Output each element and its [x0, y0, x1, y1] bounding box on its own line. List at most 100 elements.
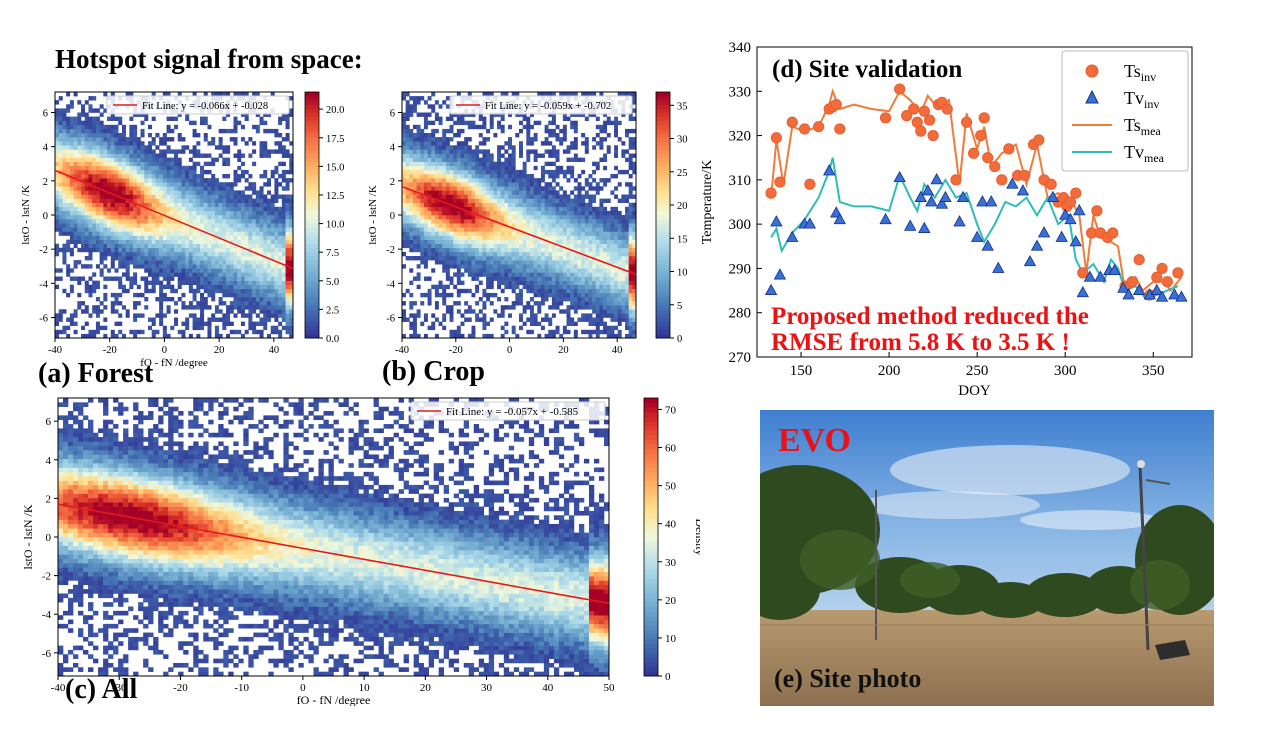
heatmap-cell: [500, 92, 505, 97]
heatmap-cell: [252, 206, 257, 212]
heatmap-cell: [431, 194, 436, 199]
heatmap-cell: [581, 223, 586, 228]
heatmap-cell: [562, 174, 567, 179]
heatmap-cell: [170, 231, 175, 236]
heatmap-cell: [218, 153, 223, 158]
heatmap-cell: [529, 297, 534, 302]
heatmap-cell: [218, 190, 223, 195]
heatmap-cell: [174, 231, 179, 236]
heatmap-cell: [522, 124, 527, 130]
heatmap-cell: [237, 268, 242, 273]
heatmap-cell: [278, 194, 283, 199]
heatmap-cell: [211, 210, 216, 216]
heatmap-cell: [427, 210, 432, 216]
heatmap-cell: [515, 276, 520, 281]
heatmap-cell: [77, 145, 82, 150]
heatmap-cell: [62, 243, 67, 249]
heatmap-cell: [551, 145, 556, 150]
heatmap-cell: [244, 210, 249, 216]
heatmap-cell: [467, 149, 472, 154]
heatmap-cell: [592, 268, 597, 273]
heatmap-cell: [211, 227, 216, 232]
heatmap-cell: [562, 137, 567, 142]
heatmap-cell: [114, 247, 119, 253]
heatmap-cell: [110, 329, 115, 335]
heatmap-cell: [58, 157, 63, 162]
heatmap-cell: [99, 120, 104, 126]
heatmap-cell: [237, 157, 242, 162]
heatmap-cell: [577, 297, 582, 302]
colorbar-segment: [305, 169, 319, 175]
heatmap-cell: [402, 227, 406, 232]
heatmap-cell: [84, 128, 89, 134]
heatmap-cell: [144, 190, 149, 195]
heatmap-cell: [289, 231, 294, 236]
heatmap-cell: [540, 251, 545, 257]
heatmap-cell: [453, 243, 458, 249]
heatmap-cell: [203, 288, 208, 294]
heatmap-cell: [207, 194, 212, 199]
heatmap-cell: [200, 272, 205, 277]
heatmap-cell: [218, 202, 223, 208]
heatmap-cell: [281, 194, 286, 199]
heatmap-cell: [144, 174, 149, 179]
heatmap-cell: [144, 206, 149, 212]
y-tick-label: -4: [39, 279, 48, 290]
heatmap-cell: [540, 288, 545, 294]
heatmap-cell: [522, 247, 527, 253]
heatmap-cell: [555, 297, 560, 302]
heatmap-cell: [544, 292, 549, 298]
heatmap-cell: [211, 223, 216, 228]
heatmap-cell: [427, 325, 432, 331]
heatmap-cell: [192, 256, 197, 261]
heatmap-cell: [289, 301, 294, 306]
heatmap-cell: [177, 264, 182, 269]
heatmap-cell: [566, 178, 571, 183]
heatmap-cell: [460, 112, 465, 117]
heatmap-cell: [540, 206, 545, 212]
heatmap-cell: [203, 206, 208, 212]
heatmap-cell: [88, 149, 93, 154]
heatmap-cell: [427, 133, 432, 138]
heatmap-cell: [409, 198, 414, 203]
heatmap-cell: [281, 325, 286, 331]
heatmap-cell: [200, 239, 205, 244]
heatmap-cell: [486, 92, 491, 97]
heatmap-cell: [573, 141, 578, 146]
heatmap-cell: [81, 186, 86, 191]
heatmap-cell: [240, 268, 245, 273]
heatmap-cell: [118, 137, 123, 142]
heatmap-cell: [581, 264, 586, 269]
heatmap-cell: [420, 260, 425, 265]
heatmap-cell: [489, 223, 494, 228]
heatmap-cell: [278, 313, 283, 318]
heatmap-cell: [438, 190, 443, 195]
heatmap-cell: [103, 206, 108, 212]
heatmap-cell: [423, 251, 428, 257]
heatmap-cell: [464, 161, 469, 167]
heatmap-cell: [548, 243, 553, 249]
heatmap-cell: [456, 219, 461, 224]
heatmap-cell: [588, 210, 593, 216]
heatmap-cell: [584, 182, 589, 187]
heatmap-cell: [434, 194, 439, 199]
heatmap-cell: [252, 284, 257, 290]
heatmap-cell: [544, 260, 549, 265]
colorbar-segment: [305, 321, 319, 327]
heatmap-cell: [270, 202, 275, 208]
heatmap-cell: [497, 227, 502, 232]
heatmap-cell: [504, 251, 509, 257]
heatmap-cell: [420, 215, 425, 220]
heatmap-cell: [259, 301, 264, 306]
heatmap-cell: [548, 120, 553, 126]
heatmap-cell: [58, 112, 63, 117]
heatmap-cell: [84, 223, 89, 228]
heatmap-cell: [144, 268, 149, 273]
heatmap-cell: [248, 260, 253, 265]
heatmap-cell: [515, 292, 520, 298]
heatmap-cell: [493, 260, 498, 265]
heatmap-cell: [259, 280, 264, 285]
heatmap-cell: [449, 112, 454, 117]
heatmap-cell: [456, 120, 461, 126]
heatmap-cell: [162, 284, 167, 290]
